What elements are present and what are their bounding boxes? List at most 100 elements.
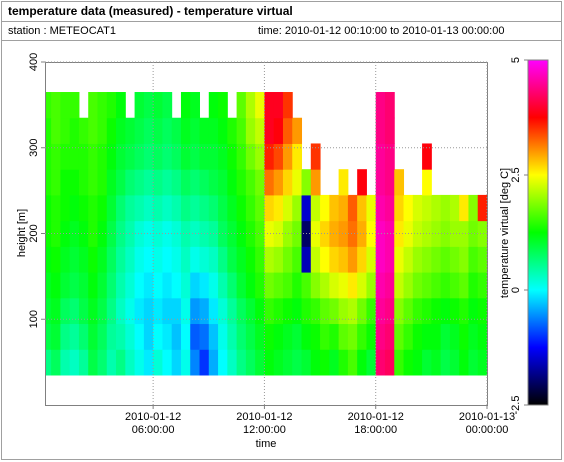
heatmap-cell [412, 323, 423, 350]
heatmap-cell [134, 220, 145, 247]
heatmap-cell [273, 92, 284, 119]
heatmap-cell [310, 297, 321, 325]
heatmap-cell [208, 272, 219, 299]
heatmap-cell [208, 349, 219, 376]
heatmap-cell [431, 297, 442, 325]
heatmap-cell [199, 272, 210, 299]
heatmap-cell [199, 143, 210, 170]
heatmap-cell [357, 297, 367, 325]
heatmap-cell [153, 194, 163, 222]
heatmap-cell [134, 297, 145, 325]
colorbar-tick-label: 0 [510, 287, 522, 293]
heatmap-cell [51, 169, 61, 196]
heatmap-cell [255, 297, 265, 325]
heatmap-cell [60, 220, 71, 247]
heatmap-cell [106, 297, 117, 325]
heatmap-cell [45, 297, 52, 325]
heatmap-cell [153, 117, 163, 144]
heatmap-cell [292, 143, 303, 170]
colorbar [527, 59, 549, 406]
heatmap-cell [143, 323, 154, 350]
heatmap-cell [180, 169, 191, 196]
heatmap-cell [180, 297, 191, 325]
heatmap-cell [162, 246, 173, 273]
colorbar-label: temperature virtual [deg C] [499, 168, 511, 298]
colorbar-tick-label: 2.5 [510, 167, 522, 182]
heatmap-cell [236, 246, 247, 273]
heatmap-cell [245, 117, 256, 144]
heatmap-cell [422, 323, 432, 350]
heatmap-cell [301, 194, 312, 222]
heatmap-cell [180, 143, 191, 170]
heatmap-cell [440, 194, 451, 222]
heatmap-cell [255, 323, 265, 350]
heatmap-cell [375, 117, 386, 144]
heatmap-cell [245, 349, 256, 376]
heatmap-cell [366, 220, 377, 247]
heatmap-cell [69, 246, 80, 273]
heatmap-cell [403, 194, 414, 222]
heatmap-cell [357, 246, 367, 273]
heatmap-cell [190, 117, 201, 144]
heatmap-cell [320, 194, 330, 222]
heatmap-cell [171, 246, 182, 273]
heatmap-cell [338, 194, 349, 222]
heatmap-cell [431, 349, 442, 376]
heatmap-cell [227, 143, 238, 170]
y-tick-label: 200 [28, 224, 40, 242]
heatmap-cell [60, 323, 71, 350]
heatmap-cell [208, 143, 219, 170]
heatmap-cell [468, 349, 479, 376]
heatmap-cell [375, 143, 386, 170]
heatmap-cell [51, 349, 61, 376]
heatmap-cell [97, 246, 108, 273]
heatmap-cell [78, 143, 89, 170]
heatmap-cell [236, 220, 247, 247]
heatmap-cell [338, 297, 349, 325]
heatmap-cell [60, 194, 71, 222]
heatmap-cell [245, 246, 256, 273]
heatmap-cell [88, 349, 98, 376]
heatmap-cell [116, 349, 126, 376]
heatmap-cell [190, 272, 201, 299]
heatmap-cell [384, 246, 395, 273]
heatmap-cell [69, 272, 80, 299]
heatmap-cell [88, 117, 98, 144]
heatmap-cell [384, 297, 395, 325]
title: temperature data (measured) - temperatur… [8, 4, 293, 18]
heatmap-cell [422, 272, 432, 299]
heatmap-cell [292, 246, 303, 273]
heatmap-cell [431, 194, 442, 222]
heatmap-cell [69, 117, 80, 144]
heatmap-cell [375, 297, 386, 325]
heatmap-cell [78, 297, 89, 325]
heatmap-cell [357, 169, 367, 196]
heatmap-cell [218, 349, 228, 376]
heatmap-cell [162, 194, 173, 222]
heatmap-cell [106, 194, 117, 222]
heatmap-cell [310, 349, 321, 376]
heatmap-cell [255, 246, 265, 273]
heatmap-cell [422, 246, 432, 273]
heatmap-cell [320, 272, 330, 299]
heatmap-cell [171, 349, 182, 376]
heatmap-cell [357, 349, 367, 376]
heatmap-cell [125, 323, 136, 350]
heatmap-cell [180, 92, 191, 119]
heatmap-cell [218, 143, 228, 170]
heatmap-cell [153, 323, 163, 350]
heatmap-cell [357, 194, 367, 222]
heatmap-cell [69, 297, 80, 325]
heatmap-cell [329, 323, 340, 350]
heatmap-cell [264, 246, 275, 273]
colorbar-tick-label: -2.5 [510, 396, 522, 415]
heatmap-cell [153, 169, 163, 196]
heatmap-cell [329, 297, 340, 325]
heatmap-cell [88, 246, 98, 273]
heatmap-cell [199, 297, 210, 325]
heatmap-cell [69, 220, 80, 247]
heatmap-cell [273, 297, 284, 325]
heatmap-cell [459, 297, 469, 325]
x-tick-label: 2010-01-12 06:00:00 [124, 411, 182, 436]
heatmap-cell [310, 169, 321, 196]
